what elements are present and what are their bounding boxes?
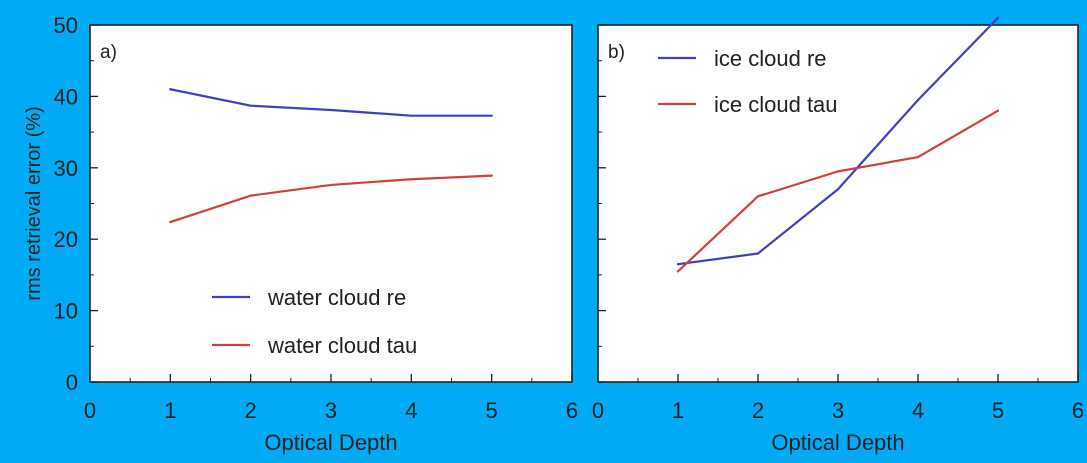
panel-b: 0 1 2 3 4 5 6 Optical Depth b) ice cloud re ice cl…	[592, 16, 1084, 455]
y-tick-label: 40	[54, 84, 78, 109]
data-point	[249, 194, 252, 197]
data-point	[410, 178, 413, 181]
x-tick-label: 0	[592, 398, 604, 423]
y-tick-label: 30	[54, 156, 78, 181]
data-point	[249, 104, 252, 107]
data-point	[996, 109, 1000, 112]
x-tick-label: 4	[912, 398, 924, 423]
data-point	[916, 98, 920, 102]
legend-label: ice cloud tau	[714, 92, 838, 117]
data-point	[329, 108, 333, 112]
legend-label: ice cloud re	[714, 46, 827, 71]
x-axis-label: Optical Depth	[264, 430, 397, 455]
plot-frame	[89, 24, 573, 383]
x-tick-label: 6	[1072, 398, 1084, 423]
x-tick-label: 3	[325, 398, 337, 423]
y-tick-label: 10	[54, 299, 78, 324]
x-tick-label: 1	[672, 398, 684, 423]
x-tick-label: 5	[992, 398, 1004, 423]
y-axis-label: rms retrieval error (%)	[23, 106, 45, 300]
data-point	[996, 16, 1000, 19]
legend-label: water cloud tau	[267, 333, 417, 358]
y-tick-label: 20	[54, 227, 78, 252]
plot-frame	[597, 24, 1079, 383]
data-point	[490, 114, 493, 117]
data-point	[676, 270, 680, 273]
data-point	[329, 183, 333, 187]
legend-label: water cloud re	[267, 285, 406, 310]
data-point	[916, 155, 920, 159]
panel-a: 0 1 2 3 4 5 6 0 10 20 30 40 50 Optical Depth rms retri…	[23, 13, 578, 455]
data-point	[756, 252, 760, 255]
y-tick-label: 50	[54, 13, 78, 38]
x-tick-label: 5	[486, 398, 498, 423]
data-point	[490, 174, 493, 177]
x-tick-label: 2	[752, 398, 764, 423]
x-tick-label: 0	[84, 398, 96, 423]
x-tick-label: 4	[405, 398, 417, 423]
data-point	[756, 195, 760, 198]
x-tick-label: 3	[832, 398, 844, 423]
data-point	[836, 170, 840, 173]
panel-label: a)	[100, 42, 117, 63]
data-point	[169, 220, 172, 224]
data-point	[410, 114, 413, 117]
panel-label: b)	[608, 42, 625, 63]
x-tick-label: 1	[164, 398, 176, 423]
x-tick-label: 2	[245, 398, 257, 423]
x-tick-label: 6	[566, 398, 578, 423]
x-axis-label: Optical Depth	[771, 430, 904, 455]
y-tick-label: 0	[66, 370, 78, 395]
data-point	[836, 188, 840, 191]
data-point	[169, 88, 172, 91]
data-point	[676, 263, 680, 266]
